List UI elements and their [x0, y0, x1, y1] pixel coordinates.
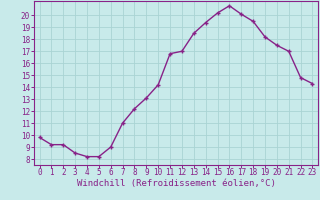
X-axis label: Windchill (Refroidissement éolien,°C): Windchill (Refroidissement éolien,°C) — [76, 179, 276, 188]
